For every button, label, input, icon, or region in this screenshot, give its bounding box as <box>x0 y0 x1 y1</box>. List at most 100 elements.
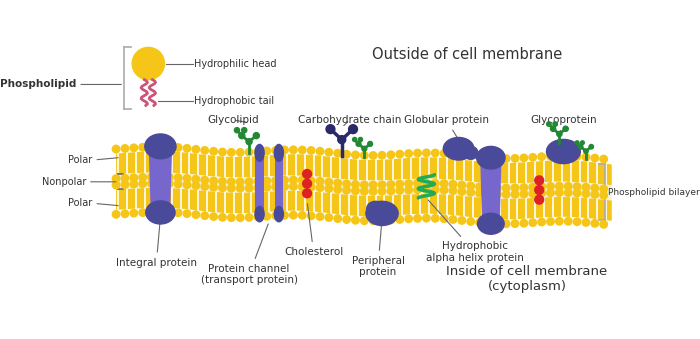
Circle shape <box>590 219 599 228</box>
Circle shape <box>457 187 466 196</box>
Circle shape <box>413 185 422 194</box>
Polygon shape <box>150 155 171 204</box>
Circle shape <box>183 209 191 218</box>
Circle shape <box>368 141 372 146</box>
Circle shape <box>493 154 502 163</box>
Circle shape <box>475 153 484 162</box>
Circle shape <box>528 183 537 192</box>
Circle shape <box>413 179 422 188</box>
Circle shape <box>236 213 244 222</box>
Circle shape <box>183 174 191 183</box>
Circle shape <box>449 186 457 195</box>
Text: Polar: Polar <box>68 155 92 165</box>
Circle shape <box>404 185 413 195</box>
Circle shape <box>244 213 253 222</box>
Circle shape <box>164 143 174 152</box>
Circle shape <box>253 147 262 156</box>
Circle shape <box>493 183 502 192</box>
Polygon shape <box>116 173 612 200</box>
Circle shape <box>280 176 289 184</box>
Circle shape <box>578 144 583 149</box>
Circle shape <box>440 214 449 223</box>
Circle shape <box>582 153 590 162</box>
Circle shape <box>289 176 298 184</box>
Circle shape <box>253 177 262 186</box>
Circle shape <box>564 217 573 226</box>
Circle shape <box>164 179 174 188</box>
Circle shape <box>369 180 377 190</box>
Circle shape <box>430 185 440 194</box>
Polygon shape <box>116 188 612 221</box>
Circle shape <box>449 215 457 224</box>
Circle shape <box>599 184 608 193</box>
Circle shape <box>298 145 307 155</box>
Circle shape <box>262 176 271 185</box>
Circle shape <box>580 141 584 145</box>
Polygon shape <box>274 153 283 214</box>
Circle shape <box>484 183 493 192</box>
Text: Cholesterol: Cholesterol <box>284 204 343 257</box>
Ellipse shape <box>274 206 284 222</box>
Circle shape <box>360 180 369 189</box>
Circle shape <box>209 176 218 185</box>
Circle shape <box>449 180 457 189</box>
Circle shape <box>589 144 594 149</box>
Circle shape <box>475 189 484 198</box>
Circle shape <box>298 176 307 185</box>
Circle shape <box>553 122 557 126</box>
Circle shape <box>191 175 200 184</box>
Text: Hydrophobic
alpha helix protein: Hydrophobic alpha helix protein <box>426 200 524 263</box>
Circle shape <box>164 173 174 182</box>
Circle shape <box>164 208 174 217</box>
Circle shape <box>413 149 422 158</box>
Circle shape <box>519 190 528 198</box>
Circle shape <box>111 174 120 183</box>
Text: Phospholipid bilayer: Phospholipid bilayer <box>608 188 699 197</box>
Text: Phospholipid: Phospholipid <box>0 79 76 89</box>
Text: Glycoprotein: Glycoprotein <box>530 115 596 133</box>
Circle shape <box>404 214 413 223</box>
Circle shape <box>369 187 377 196</box>
Circle shape <box>326 125 335 134</box>
Circle shape <box>475 218 484 227</box>
Circle shape <box>351 180 360 189</box>
Circle shape <box>404 149 413 158</box>
Circle shape <box>307 211 316 220</box>
Circle shape <box>575 141 579 145</box>
Circle shape <box>535 195 544 204</box>
Circle shape <box>307 176 316 185</box>
Circle shape <box>200 176 209 184</box>
Circle shape <box>227 184 236 193</box>
Circle shape <box>191 210 200 219</box>
Circle shape <box>519 219 528 228</box>
Circle shape <box>493 219 502 228</box>
Circle shape <box>289 182 298 191</box>
Circle shape <box>449 150 457 159</box>
Circle shape <box>130 173 138 182</box>
Circle shape <box>555 152 564 160</box>
Circle shape <box>253 133 259 139</box>
Circle shape <box>218 213 227 222</box>
Circle shape <box>358 138 363 142</box>
Circle shape <box>555 217 564 226</box>
Text: Carbohydrate chain: Carbohydrate chain <box>298 115 402 126</box>
Circle shape <box>342 186 351 195</box>
Circle shape <box>484 190 493 198</box>
Circle shape <box>351 216 360 225</box>
Circle shape <box>466 181 475 191</box>
Circle shape <box>234 127 239 133</box>
Circle shape <box>132 47 164 80</box>
Circle shape <box>537 218 546 226</box>
Circle shape <box>422 214 430 223</box>
Circle shape <box>209 147 218 156</box>
Ellipse shape <box>255 206 264 222</box>
Circle shape <box>413 214 422 223</box>
Circle shape <box>271 182 280 191</box>
Circle shape <box>138 208 147 217</box>
Text: Peripheral
protein: Peripheral protein <box>351 221 405 277</box>
Circle shape <box>156 179 164 188</box>
Ellipse shape <box>146 201 175 224</box>
Circle shape <box>120 180 130 189</box>
Circle shape <box>386 151 395 159</box>
Circle shape <box>599 155 608 163</box>
